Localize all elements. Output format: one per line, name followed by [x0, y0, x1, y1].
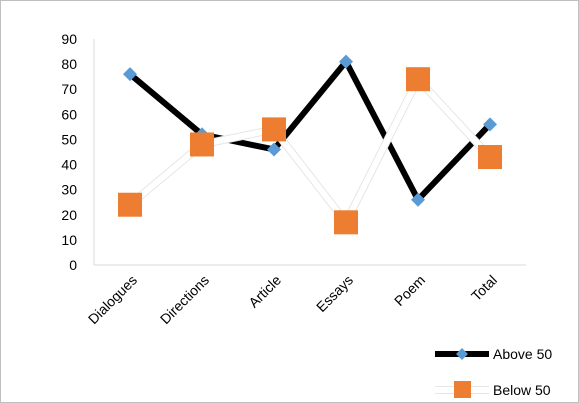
y-tick-label: 30 — [61, 182, 77, 198]
y-tick-label: 40 — [61, 157, 77, 173]
data-point-above-50-total — [483, 117, 497, 132]
series-above-50 — [123, 54, 497, 207]
y-tick-label: 0 — [69, 257, 77, 273]
data-point-above-50-essays — [339, 54, 353, 69]
legend-label-below-50: Below 50 — [493, 382, 551, 398]
y-tick-label: 90 — [61, 31, 77, 47]
y-tick-labels: 0 10 20 30 40 50 60 70 80 90 — [61, 31, 77, 273]
legend-marker-below-50 — [454, 381, 471, 398]
data-point-above-50-poem — [411, 192, 425, 207]
data-point-below-50-dialogues — [118, 192, 142, 217]
x-tick-label-poem: Poem — [391, 272, 428, 309]
data-point-below-50-article — [262, 117, 286, 142]
x-tick-label-dialogues: Dialogues — [85, 272, 140, 327]
x-tick-label-directions: Directions — [157, 272, 212, 327]
y-tick-label: 20 — [61, 207, 77, 223]
legend-marker-above-50 — [456, 348, 468, 360]
data-point-below-50-essays — [334, 210, 358, 235]
legend-item-below-50: Below 50 — [435, 381, 551, 398]
legend-item-above-50: Above 50 — [435, 346, 552, 362]
series-below-50 — [118, 67, 502, 235]
y-tick-label: 80 — [61, 56, 77, 72]
y-tick-label: 70 — [61, 81, 77, 97]
data-point-below-50-poem — [406, 67, 430, 92]
data-point-above-50-dialogues — [123, 67, 137, 82]
y-tick-label: 60 — [61, 106, 77, 122]
series-line-above-50 — [128, 58, 493, 203]
legend-label-above-50: Above 50 — [493, 346, 552, 362]
x-tick-labels: Dialogues Directions Article Essays Poem Tota… — [85, 272, 500, 327]
x-tick-label-total: Total — [468, 272, 500, 304]
data-point-above-50-article — [267, 142, 281, 157]
series — [118, 54, 502, 235]
data-point-below-50-total — [478, 145, 502, 170]
axes — [93, 39, 526, 266]
data-point-below-50-directions — [190, 132, 214, 157]
legend: Above 50 Below 50 — [435, 346, 552, 398]
y-tick-label: 50 — [61, 131, 77, 147]
y-tick-label: 10 — [61, 232, 77, 248]
series-line-below-50 — [128, 76, 493, 226]
x-tick-label-article: Article — [245, 272, 284, 311]
x-tick-label-essays: Essays — [313, 272, 356, 315]
